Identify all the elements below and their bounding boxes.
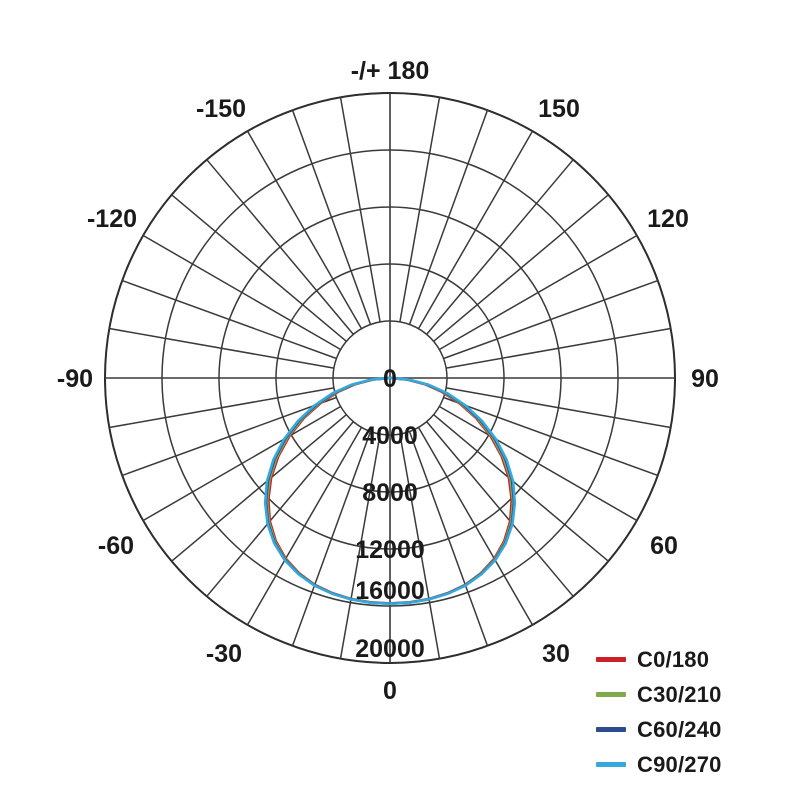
grid-spoke bbox=[417, 426, 534, 626]
grid-spoke bbox=[339, 433, 381, 659]
grid-spoke bbox=[417, 130, 534, 330]
grid-spoke bbox=[438, 234, 638, 351]
angle-tick-label: -60 bbox=[98, 532, 134, 560]
legend-swatch-c90-270 bbox=[596, 762, 626, 767]
angle-tick-label: -30 bbox=[206, 640, 242, 668]
grid-spoke bbox=[426, 421, 574, 597]
grid-spoke bbox=[246, 130, 363, 330]
legend-label-c60-240: C60/240 bbox=[637, 716, 722, 742]
grid-spoke bbox=[291, 109, 372, 325]
angle-tick-label: 120 bbox=[647, 205, 689, 233]
grid-spoke bbox=[445, 327, 671, 369]
legend-item[interactable]: C30/210 bbox=[596, 677, 796, 712]
legend-item[interactable]: C90/270 bbox=[596, 747, 796, 782]
legend-item[interactable]: C60/240 bbox=[596, 712, 796, 747]
radial-tick-label: 20000 bbox=[355, 635, 425, 663]
grid-spoke bbox=[399, 97, 441, 323]
legend-swatch-c0-180 bbox=[596, 657, 626, 662]
grid-spoke bbox=[443, 279, 659, 360]
grid-spoke bbox=[142, 405, 342, 522]
angle-tick-label: -120 bbox=[87, 205, 137, 233]
radial-tick-label: 0 bbox=[383, 365, 397, 393]
grid-spoke bbox=[246, 426, 363, 626]
grid-spoke bbox=[408, 109, 489, 325]
angle-tick-label: -150 bbox=[196, 95, 246, 123]
legend-label-c90-270: C90/270 bbox=[637, 751, 722, 777]
grid-spoke bbox=[433, 414, 609, 562]
grid-spoke bbox=[109, 327, 335, 369]
angle-tick-label: 0 bbox=[383, 677, 397, 705]
radial-tick-label: 8000 bbox=[362, 479, 418, 507]
angle-tick-label: -90 bbox=[57, 365, 93, 393]
grid-spoke bbox=[206, 159, 354, 335]
legend-label-c30-210: C30/210 bbox=[637, 681, 722, 707]
radial-tick-label: 12000 bbox=[355, 536, 425, 564]
angle-tick-label: 60 bbox=[650, 532, 678, 560]
grid-spoke bbox=[206, 421, 354, 597]
polar-grid bbox=[104, 92, 676, 664]
legend-item[interactable]: C0/180 bbox=[596, 642, 796, 677]
grid-spoke bbox=[142, 234, 342, 351]
angle-tick-label: -/+ 180 bbox=[351, 57, 430, 85]
legend-label-c0-180: C0/180 bbox=[637, 646, 710, 672]
radial-tick-label: 4000 bbox=[362, 422, 418, 450]
polar-series-layer bbox=[263, 376, 517, 606]
grid-spoke bbox=[171, 414, 347, 562]
grid-spoke bbox=[399, 433, 441, 659]
radial-tick-label: 16000 bbox=[355, 577, 425, 605]
angle-tick-labels: 0 30 -30 60 -60 90 -90 120 -120 150 -150 -/+ 180 bbox=[57, 57, 719, 705]
chart-legend: C0/180 C30/210 C60/240 C90/270 bbox=[596, 642, 796, 782]
grid-spoke bbox=[291, 431, 372, 647]
grid-spoke bbox=[121, 279, 337, 360]
grid-spoke bbox=[408, 431, 489, 647]
grid-spoke bbox=[433, 194, 609, 342]
grid-spoke bbox=[121, 396, 337, 477]
angle-tick-label: 150 bbox=[538, 95, 580, 123]
grid-spoke bbox=[109, 387, 335, 429]
legend-swatch-c30-210 bbox=[596, 692, 626, 697]
grid-spoke bbox=[426, 159, 574, 335]
grid-spoke bbox=[438, 405, 638, 522]
angle-tick-label: 30 bbox=[542, 640, 570, 668]
grid-spoke bbox=[443, 396, 659, 477]
legend-swatch-c60-240 bbox=[596, 727, 626, 732]
grid-spoke bbox=[339, 97, 381, 323]
grid-spoke bbox=[171, 194, 347, 342]
angle-tick-label: 90 bbox=[691, 365, 719, 393]
radial-tick-labels: 0 4000 8000 12000 16000 20000 bbox=[355, 365, 425, 663]
grid-spoke bbox=[445, 387, 671, 429]
series-curve-c90-270 bbox=[263, 376, 517, 606]
